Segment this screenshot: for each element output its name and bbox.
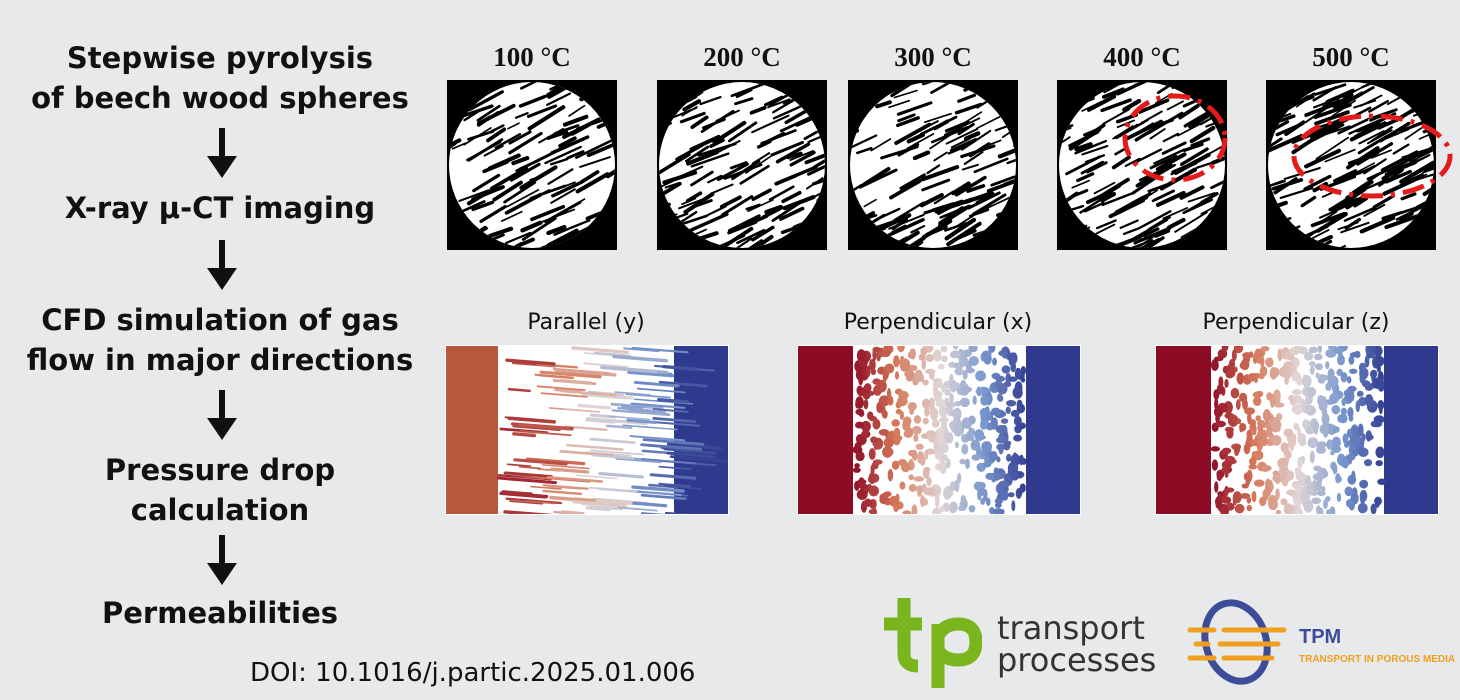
tpm-logo-subtitle: TRANSPORT IN POROUS MEDIA <box>1299 654 1456 665</box>
tpm-logo-mark-icon <box>1187 599 1287 685</box>
ct-image-300 <box>848 80 1018 250</box>
ct-label-400: 400 °C <box>1103 42 1181 72</box>
sim-panel-parallel-y <box>445 345 729 515</box>
ct-label-300: 300 °C <box>894 42 972 72</box>
sim-label-perpendicular-x: Perpendicular (x) <box>843 310 1033 335</box>
step-permeabilities-line1: Permeabilities <box>102 596 338 630</box>
ct-image-500 <box>1266 80 1436 250</box>
step-pressure-line2: calculation <box>130 493 310 527</box>
step-pyrolysis: Stepwise pyrolysis of beech wood spheres <box>20 38 420 118</box>
step-cfd-line1: CFD simulation of gas <box>41 303 399 337</box>
ct-image-200 <box>657 80 827 250</box>
down-arrow-icon <box>207 128 237 178</box>
down-arrow-icon <box>207 535 237 585</box>
sim-label-perpendicular-z: Perpendicular (z) <box>1202 310 1390 335</box>
doi-citation: DOI: 10.1016/j.partic.2025.01.006 <box>250 658 696 688</box>
step-pyrolysis-line2: of beech wood spheres <box>31 81 409 115</box>
step-cfd-simulation: CFD simulation of gas flow in major dire… <box>20 300 420 380</box>
tp-logo-text-line2: processes <box>997 641 1157 679</box>
ct-label-500: 500 °C <box>1312 42 1390 72</box>
step-ct-imaging-line1: X-ray μ-CT imaging <box>64 191 376 225</box>
step-cfd-line2: flow in major directions <box>26 343 414 377</box>
sim-panel-perpendicular-x <box>797 345 1081 515</box>
step-pyrolysis-line1: Stepwise pyrolysis <box>66 41 374 75</box>
tpm-logo-title: TPM <box>1299 626 1342 648</box>
step-ct-imaging: X-ray μ-CT imaging <box>20 188 420 228</box>
tp-logo-mark-icon <box>884 598 982 688</box>
ct-image-400 <box>1057 80 1227 250</box>
ct-image-100 <box>447 80 617 250</box>
crack-highlight-400 <box>1122 93 1228 183</box>
down-arrow-icon <box>207 240 237 290</box>
tp-logo-text-line1: transport <box>997 609 1145 647</box>
crack-highlight-500 <box>1291 113 1453 199</box>
sim-panel-perpendicular-z <box>1155 345 1439 515</box>
step-pressure-line1: Pressure drop <box>104 453 336 487</box>
sim-label-parallel-y: Parallel (y) <box>527 310 645 335</box>
step-pressure-drop: Pressure drop calculation <box>20 450 420 530</box>
step-permeabilities: Permeabilities <box>20 593 420 633</box>
ct-label-100: 100 °C <box>493 42 571 72</box>
down-arrow-icon <box>207 390 237 440</box>
ct-label-200: 200 °C <box>703 42 781 72</box>
